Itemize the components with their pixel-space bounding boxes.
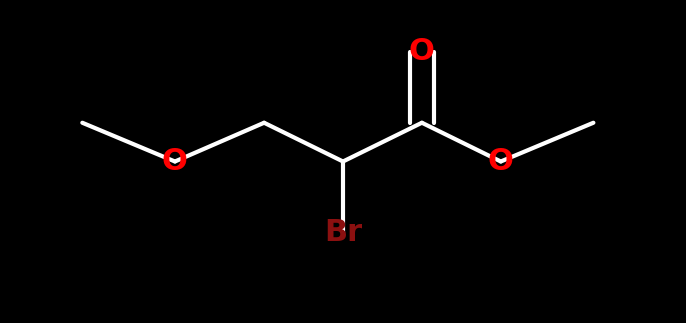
Text: O: O <box>488 147 514 176</box>
Text: O: O <box>409 37 435 66</box>
Text: Br: Br <box>324 218 362 247</box>
Text: O: O <box>162 147 188 176</box>
